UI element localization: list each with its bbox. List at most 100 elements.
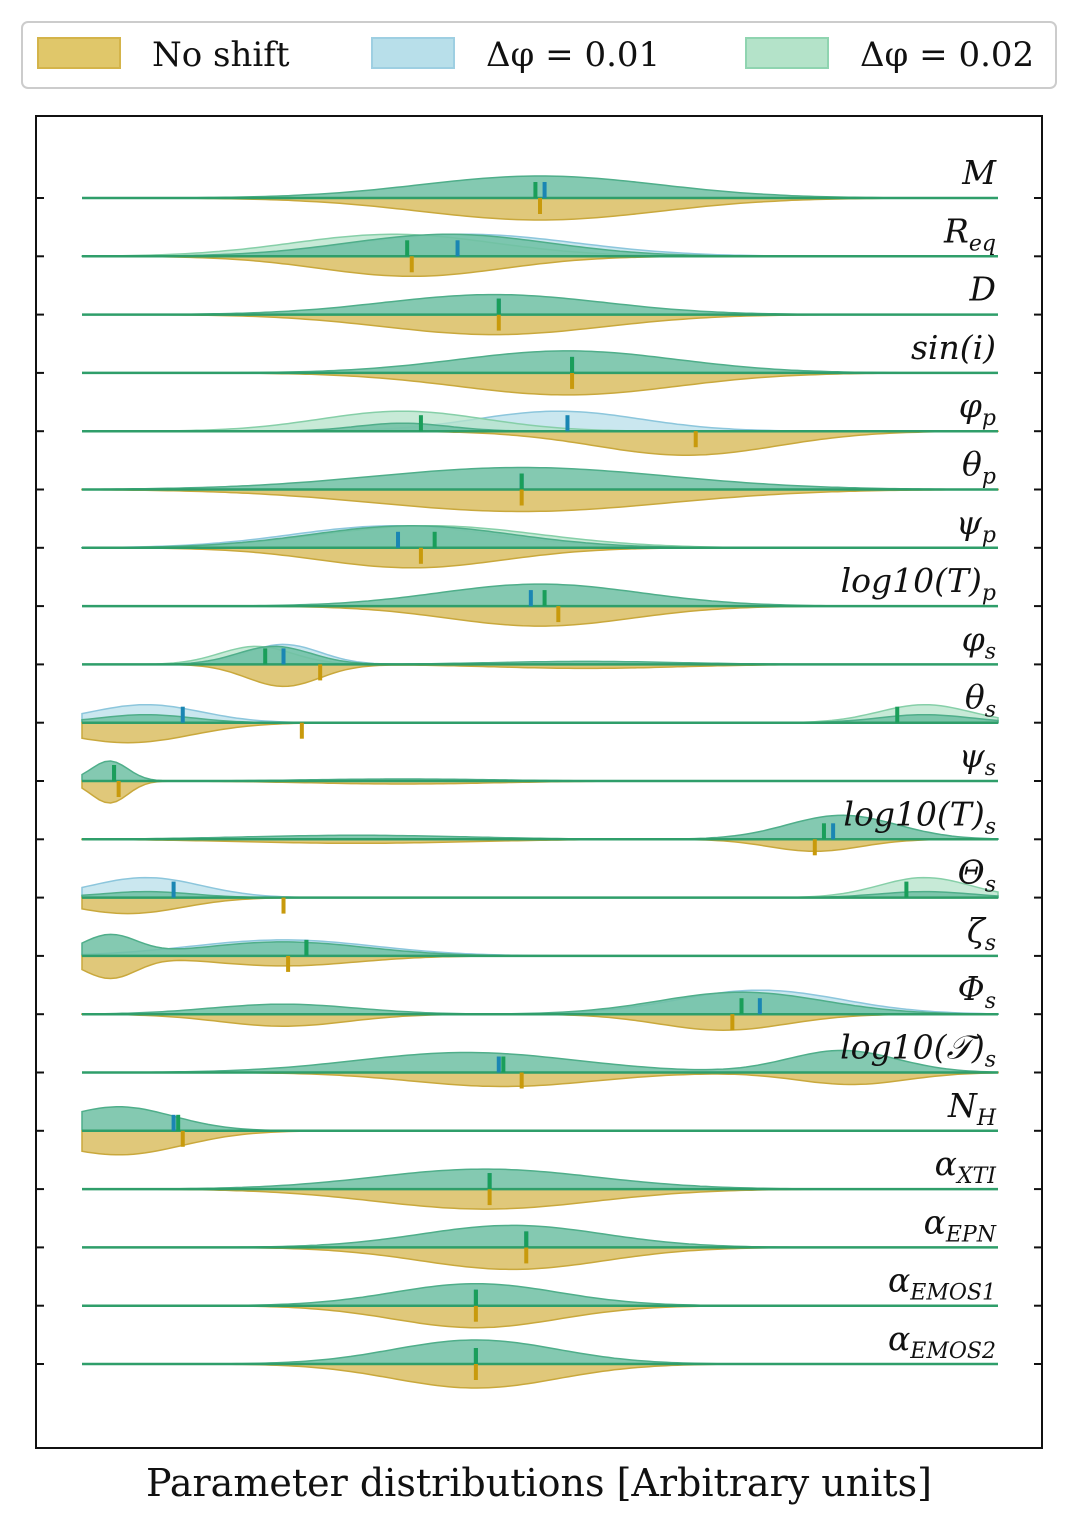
violin-lower-no-shift xyxy=(82,1246,998,1271)
row-label-12: Θs xyxy=(958,853,996,898)
violin-upper-overlap xyxy=(82,1339,998,1365)
median-shift-02 xyxy=(739,998,744,1015)
violin-lower-no-shift xyxy=(82,255,998,278)
row-label-4: φp xyxy=(959,386,996,431)
violin-row-12: Θs xyxy=(36,853,1042,915)
violin-upper-overlap xyxy=(82,175,998,199)
median-no-shift xyxy=(496,314,501,331)
median-shift-02 xyxy=(501,1056,506,1073)
legend-swatch-shift-02 xyxy=(745,37,829,69)
violin-row-20: αEMOS2 xyxy=(36,1319,1042,1389)
row-label-16: NH xyxy=(947,1086,997,1131)
row-label-6: ψp xyxy=(956,503,996,548)
violin-lower-no-shift xyxy=(81,896,998,915)
median-shift-02 xyxy=(432,531,437,548)
row-label-10: ψs xyxy=(959,736,996,781)
median-shift-02 xyxy=(176,1114,181,1131)
row-label-2: D xyxy=(969,270,996,309)
median-shift-02 xyxy=(418,415,423,432)
row-label-14: Φs xyxy=(958,969,996,1014)
violin-row-3: sin(i) xyxy=(36,328,1042,396)
median-shift-01 xyxy=(396,531,401,548)
median-no-shift xyxy=(730,1014,735,1031)
violin-upper-overlap xyxy=(82,1224,998,1249)
violin-lower-no-shift xyxy=(82,372,998,396)
violin-lower-no-shift xyxy=(81,721,998,744)
median-no-shift xyxy=(286,955,291,972)
violin-lower-no-shift xyxy=(82,1304,998,1329)
row-label-9: θs xyxy=(965,678,996,723)
violin-upper-overlap xyxy=(81,933,998,957)
median-shift-02 xyxy=(405,240,410,257)
median-shift-02 xyxy=(570,356,575,373)
median-shift-02 xyxy=(473,1348,478,1364)
median-no-shift xyxy=(409,256,414,273)
median-shift-01 xyxy=(565,415,570,432)
violin-row-19: αEMOS1 xyxy=(36,1261,1042,1329)
violin-row-2: D xyxy=(36,270,1042,336)
median-no-shift xyxy=(812,839,817,856)
median-shift-02 xyxy=(895,706,900,723)
median-no-shift xyxy=(418,547,423,564)
row-label-3: sin(i) xyxy=(911,328,996,367)
median-shift-02 xyxy=(519,473,524,490)
legend-label-shift-02: Δφ = 0.02 xyxy=(860,35,1034,75)
median-shift-01 xyxy=(281,648,286,665)
median-shift-02 xyxy=(473,1289,478,1306)
violin-lower-no-shift xyxy=(82,1188,998,1210)
row-label-15: log10(𝒯)s xyxy=(840,1028,996,1073)
row-label-13: ζs xyxy=(967,911,996,956)
violin-upper-overlap xyxy=(81,1049,999,1074)
violin-lower-no-shift xyxy=(81,1130,998,1156)
median-no-shift xyxy=(519,489,524,506)
legend-swatch-shift-01 xyxy=(371,37,455,69)
row-label-18: αEPN xyxy=(924,1202,997,1247)
median-shift-02 xyxy=(533,182,538,198)
row-label-19: αEMOS1 xyxy=(888,1261,996,1306)
median-no-shift xyxy=(299,722,304,739)
violin-lower-no-shift xyxy=(81,838,998,853)
row-label-8: φs xyxy=(962,619,996,664)
median-no-shift xyxy=(473,1305,478,1322)
median-shift-02 xyxy=(304,939,309,956)
violin-row-6: ψp xyxy=(36,503,1042,569)
violin-lower-no-shift xyxy=(82,313,998,336)
median-no-shift xyxy=(556,606,561,623)
median-no-shift xyxy=(538,198,542,214)
violin-row-5: θp xyxy=(36,445,1042,513)
violin-upper-overlap xyxy=(82,1168,998,1190)
row-label-7: log10(T)p xyxy=(841,561,996,606)
median-shift-01 xyxy=(171,881,176,898)
median-shift-01 xyxy=(542,182,547,198)
median-no-shift xyxy=(524,1247,529,1264)
median-shift-02 xyxy=(263,648,268,665)
row-label-5: θp xyxy=(962,445,996,490)
violin-row-0: M xyxy=(36,153,1042,221)
violin-row-18: αEPN xyxy=(36,1202,1042,1271)
violin-upper-overlap xyxy=(82,293,998,316)
median-shift-01 xyxy=(171,1114,176,1131)
median-shift-01 xyxy=(831,823,836,840)
violin-row-15: log10(𝒯)s xyxy=(36,1028,1042,1089)
median-shift-01 xyxy=(180,706,185,723)
median-shift-02 xyxy=(821,823,826,840)
violin-row-1: Req xyxy=(36,211,1042,278)
legend-label-no-shift: No shift xyxy=(152,35,290,75)
median-shift-01 xyxy=(455,240,460,257)
row-label-1: Req xyxy=(943,211,996,256)
violin-row-10: ψs xyxy=(36,736,1042,804)
violin-row-9: θs xyxy=(36,678,1042,744)
median-shift-01 xyxy=(496,1056,501,1073)
median-shift-02 xyxy=(487,1173,492,1190)
violin-row-17: αXTI xyxy=(36,1144,1042,1210)
legend: No shift Δφ = 0.01 Δφ = 0.02 xyxy=(21,21,1057,89)
median-no-shift xyxy=(693,431,698,448)
violin-row-13: ζs xyxy=(36,911,1042,980)
violin-row-7: log10(T)p xyxy=(36,561,1042,627)
x-axis-label: Parameter distributions [Arbitrary units… xyxy=(146,1461,932,1505)
violin-upper-overlap xyxy=(81,466,999,491)
row-label-0: M xyxy=(961,153,997,192)
row-label-20: αEMOS2 xyxy=(888,1319,996,1364)
